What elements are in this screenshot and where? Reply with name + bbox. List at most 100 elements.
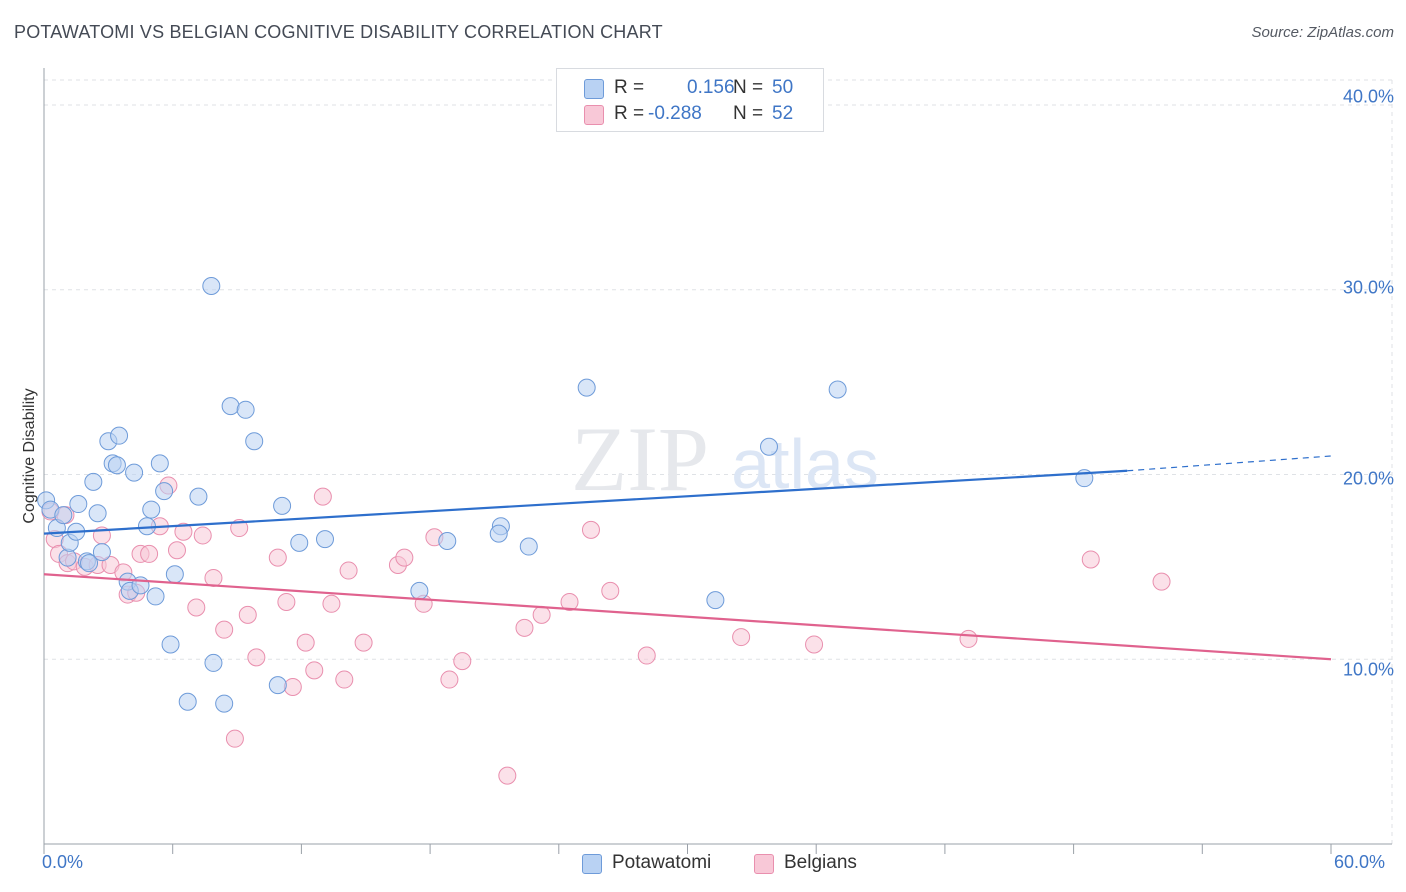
x-tick-60: 60.0% — [1334, 852, 1386, 872]
bottom-legend-label: Belgians — [784, 852, 857, 873]
legend-swatch-potawatomi — [584, 79, 604, 99]
data-point — [215, 694, 234, 713]
y-tick-10: 10.0% — [1342, 659, 1394, 680]
data-point — [54, 506, 73, 525]
data-point — [395, 548, 414, 567]
data-point — [519, 537, 538, 556]
legend-r-value: 0.156 — [687, 77, 735, 98]
data-point — [189, 487, 208, 506]
data-point — [440, 670, 459, 689]
data-point — [69, 495, 88, 514]
data-point — [732, 628, 751, 647]
data-point — [1152, 572, 1171, 591]
trendline-belgians — [43, 573, 1332, 661]
data-point — [174, 522, 193, 541]
legend-row-potawatomi: R = 0.156 N = 50 — [557, 77, 823, 101]
data-point — [230, 519, 249, 538]
data-point — [178, 692, 197, 711]
trend-lines — [43, 455, 1332, 661]
axes — [43, 68, 1392, 854]
data-point — [354, 633, 373, 652]
legend-row-belgians: R = -0.288 N = 52 — [557, 103, 823, 127]
data-point — [215, 620, 234, 639]
data-point — [577, 378, 596, 397]
data-point — [305, 661, 324, 680]
data-point — [322, 594, 341, 613]
data-point — [959, 629, 978, 648]
data-point — [58, 548, 77, 567]
data-point — [202, 277, 221, 296]
data-point — [828, 380, 847, 399]
stats-legend: R = 0.156 N = 50 R = -0.288 N = 52 — [556, 68, 824, 132]
legend-swatch-belgians — [584, 105, 604, 125]
data-point — [221, 397, 240, 416]
data-point — [80, 554, 99, 573]
data-point — [489, 524, 508, 543]
legend-n-value: 50 — [772, 77, 794, 98]
legend-r-value: -0.288 — [648, 103, 702, 124]
data-point — [167, 541, 186, 560]
data-point — [315, 530, 334, 549]
data-point — [146, 587, 165, 606]
data-point — [277, 592, 296, 611]
trendline-extension-potawatomi — [1127, 455, 1332, 472]
y-tick-20: 20.0% — [1342, 468, 1394, 489]
data-point — [92, 543, 111, 562]
watermark-zip: ZIP — [571, 408, 709, 510]
potawatomi-points — [37, 277, 1094, 713]
data-point — [581, 520, 600, 539]
data-point — [290, 533, 309, 552]
data-point — [245, 432, 264, 451]
legend-n-label: N = — [733, 103, 764, 124]
data-point — [140, 544, 159, 563]
data-point — [268, 548, 287, 567]
data-point — [204, 568, 223, 587]
legend-r-label: R = — [614, 103, 645, 124]
data-point — [410, 581, 429, 600]
chart-title: POTAWATOMI VS BELGIAN COGNITIVE DISABILI… — [14, 22, 663, 42]
x-tick-0: 0.0% — [42, 852, 84, 872]
data-point — [805, 635, 824, 654]
data-point — [273, 496, 292, 515]
y-tick-40: 40.0% — [1342, 86, 1394, 107]
bottom-legend-label: Potawatomi — [612, 852, 712, 873]
data-point — [84, 472, 103, 491]
trendline-potawatomi — [43, 469, 1128, 535]
source-label: Source: ZipAtlas.com — [1251, 24, 1394, 41]
data-point — [238, 605, 257, 624]
legend-n-label: N = — [733, 77, 764, 98]
data-point — [150, 454, 169, 473]
data-point — [165, 565, 184, 584]
data-point — [532, 605, 551, 624]
data-point — [125, 463, 144, 482]
data-point — [313, 487, 332, 506]
bottom-legend-swatch-belgians — [754, 854, 774, 874]
data-point — [142, 500, 161, 519]
legend-r-label: R = — [614, 77, 645, 98]
bottom-legend-swatch-potawatomi — [582, 854, 602, 874]
data-point — [88, 504, 107, 523]
data-point — [283, 677, 302, 696]
data-point — [204, 653, 223, 672]
data-point — [515, 618, 534, 637]
grid-lines — [44, 79, 1393, 844]
data-point — [161, 635, 180, 654]
data-point — [637, 646, 656, 665]
data-point — [107, 456, 126, 475]
data-point — [498, 766, 517, 785]
data-point — [706, 591, 725, 610]
data-point — [110, 426, 129, 445]
data-point — [335, 670, 354, 689]
data-point — [296, 633, 315, 652]
data-point — [1081, 550, 1100, 569]
data-point — [438, 531, 457, 550]
watermark-atlas: atlas — [731, 425, 879, 503]
data-point — [760, 437, 779, 456]
data-point — [193, 526, 212, 545]
y-tick-30: 30.0% — [1342, 277, 1394, 298]
data-point — [560, 592, 579, 611]
data-point — [601, 581, 620, 600]
data-point — [247, 648, 266, 667]
data-point — [453, 652, 472, 671]
